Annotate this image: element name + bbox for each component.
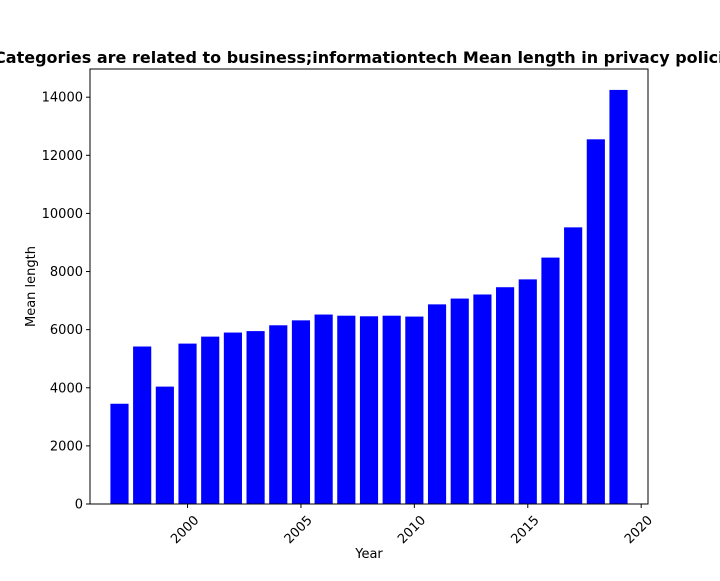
- bar-2002: [223, 332, 242, 504]
- bar-2018: [586, 139, 605, 504]
- bar-2004: [269, 325, 288, 504]
- bar-2013: [473, 294, 492, 504]
- bar-2003: [246, 331, 265, 504]
- x-tick-label: 2010: [395, 513, 429, 547]
- plot-frame: [89, 68, 649, 505]
- bar-2012: [450, 298, 469, 504]
- bar-2011: [427, 304, 447, 504]
- bar-2006: [314, 314, 333, 504]
- x-tick-label: 2015: [508, 513, 542, 547]
- bar-2000: [178, 343, 197, 504]
- bar-2007: [337, 315, 356, 504]
- y-tick-label: 4000: [50, 381, 83, 396]
- bar-2008: [359, 316, 379, 504]
- x-tick-label: 2005: [282, 513, 316, 547]
- bar-1999: [155, 386, 174, 504]
- x-tick-label: 2020: [622, 513, 656, 547]
- bar-1997: [110, 403, 129, 504]
- x-tick-label: 2000: [168, 513, 202, 547]
- y-tick-label: 8000: [50, 265, 83, 280]
- bar-2017: [564, 227, 583, 504]
- y-axis: 0 2000 4000 6000 8000 10000 12000 14000: [42, 91, 90, 513]
- y-tick-label: 14000: [42, 91, 83, 106]
- bar-2014: [496, 287, 515, 504]
- chart-title: Categories are related to business;infor…: [0, 48, 720, 67]
- y-tick-label: 10000: [42, 207, 83, 222]
- y-tick-label: 12000: [42, 149, 83, 164]
- y-tick-label: 6000: [50, 323, 83, 338]
- bar-2001: [201, 336, 220, 504]
- bar-2016: [541, 257, 560, 504]
- bar-2009: [382, 315, 401, 504]
- y-tick-label: 2000: [50, 439, 83, 454]
- bars-group: [110, 89, 628, 504]
- y-tick-label: 0: [75, 498, 83, 513]
- y-axis-label: Mean length: [24, 246, 39, 327]
- x-axis: 2000 2005 2010 2015 2020: [168, 504, 656, 547]
- bar-2015: [518, 279, 537, 504]
- x-axis-label: Year: [354, 547, 383, 562]
- bar-2010: [405, 316, 424, 504]
- bar-2005: [291, 320, 311, 504]
- bar-2019: [609, 89, 628, 504]
- bar-1998: [133, 346, 152, 504]
